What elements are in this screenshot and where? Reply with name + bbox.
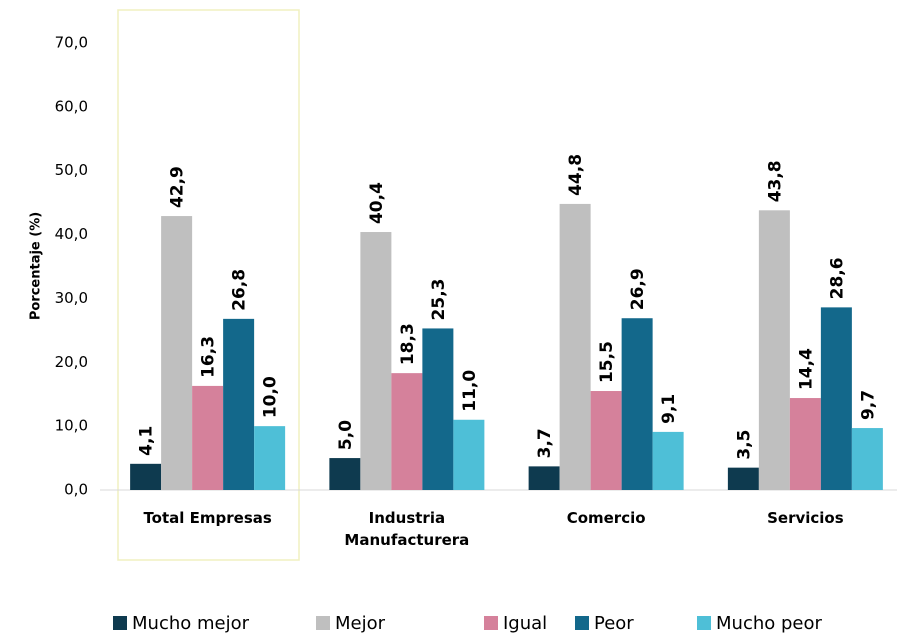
y-tick-label: 10,0 <box>55 417 88 435</box>
bar <box>528 466 560 490</box>
x-tick-label: Total Empresas <box>143 509 272 527</box>
bar <box>422 328 454 490</box>
bar <box>559 203 591 491</box>
bar <box>590 391 622 490</box>
legend-swatch <box>316 616 330 630</box>
bar <box>789 398 821 490</box>
data-label: 14,4 <box>796 348 816 390</box>
y-tick-label: 50,0 <box>55 161 88 179</box>
x-tick-label: Servicios <box>767 509 844 527</box>
y-tick-label: 30,0 <box>55 289 88 307</box>
data-label: 40,4 <box>367 182 387 224</box>
x-tick-label: Industria Manufacturera <box>344 509 470 549</box>
bar <box>820 307 852 490</box>
data-label: 3,7 <box>535 428 555 458</box>
data-label: 18,3 <box>398 323 418 365</box>
data-label: 15,5 <box>597 341 617 383</box>
bar <box>192 385 224 490</box>
bar <box>621 318 653 490</box>
legend-label: Peor <box>594 613 634 634</box>
legend-label: Igual <box>503 613 547 634</box>
legend-swatch <box>575 616 589 630</box>
bar <box>254 426 286 490</box>
data-label: 5,0 <box>336 420 356 450</box>
bar <box>329 458 361 490</box>
bar <box>223 318 255 490</box>
y-tick-label: 20,0 <box>55 353 88 371</box>
data-label: 4,1 <box>137 426 157 456</box>
legend-swatch <box>113 616 127 630</box>
bar <box>391 373 423 490</box>
data-label: 43,8 <box>765 160 785 202</box>
data-label: 9,7 <box>858 390 878 420</box>
y-tick-label: 70,0 <box>55 34 88 52</box>
bar <box>727 467 759 490</box>
data-label: 26,9 <box>628 268 648 310</box>
bar <box>652 431 684 490</box>
data-label: 25,3 <box>429 278 449 320</box>
data-label: 11,0 <box>460 370 480 412</box>
data-label: 44,8 <box>566 154 586 196</box>
legend-label: Mucho mejor <box>132 613 250 634</box>
y-tick-label: 60,0 <box>55 97 88 115</box>
y-tick-label: 40,0 <box>55 225 88 243</box>
legend-swatch <box>697 616 711 630</box>
data-label: 42,9 <box>168 166 188 208</box>
bar <box>360 232 392 490</box>
y-axis-label: Porcentaje (%) <box>29 212 44 320</box>
legend-swatch <box>484 616 498 630</box>
bar <box>758 210 790 490</box>
data-label: 26,8 <box>230 269 250 311</box>
bar <box>851 428 883 490</box>
data-label: 10,0 <box>261 376 281 418</box>
bar <box>161 216 193 490</box>
x-tick-label: Comercio <box>566 509 646 527</box>
data-label: 16,3 <box>199 336 219 378</box>
legend-label: Mejor <box>335 613 386 634</box>
data-label: 3,5 <box>734 430 754 460</box>
bar <box>130 463 162 490</box>
data-label: 9,1 <box>659 394 679 424</box>
data-label: 28,6 <box>827 257 847 299</box>
y-tick-label: 0,0 <box>64 481 88 499</box>
legend-label: Mucho peor <box>716 613 822 634</box>
bar <box>453 419 485 490</box>
